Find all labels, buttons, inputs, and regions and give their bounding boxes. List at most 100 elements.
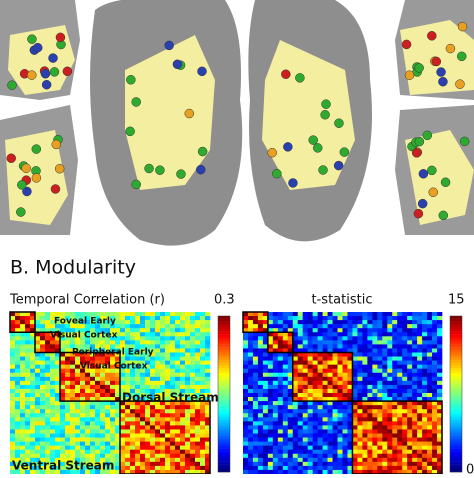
heatmap-cell	[277, 360, 284, 365]
heatmap-cell	[397, 425, 403, 430]
heatmap-cell	[292, 405, 299, 410]
heatmap-cell	[130, 372, 136, 378]
heatmap-cell	[200, 384, 206, 390]
heatmap-cell	[252, 388, 259, 394]
heatmap-cell	[95, 465, 101, 471]
heatmap-cell	[195, 356, 201, 361]
heatmap-cell	[190, 433, 196, 438]
heatmap-cell	[342, 348, 348, 353]
heatmap-cell	[205, 453, 211, 459]
heatmap-cell	[30, 441, 36, 446]
heatmap-cell	[60, 409, 66, 414]
heatmap-cell	[287, 352, 294, 357]
heatmap-cell	[30, 445, 36, 450]
heatmap-cell	[342, 457, 348, 463]
heatmap-cell	[65, 437, 71, 442]
heatmap-cell	[165, 425, 171, 430]
heatmap-cell	[422, 364, 428, 369]
heatmap-cell	[65, 344, 71, 349]
heatmap-cell	[140, 328, 146, 333]
heatmap-cell	[272, 348, 279, 353]
heatmap-cell	[382, 336, 388, 341]
heatmap-cell	[130, 417, 136, 422]
heatmap-cell	[312, 441, 318, 446]
heatmap-cell	[292, 401, 299, 406]
heatmap-cell	[50, 413, 56, 418]
heatmap-cell	[367, 320, 373, 325]
heatmap-cell	[115, 372, 121, 378]
heatmap-cell	[282, 320, 289, 325]
heatmap-cell	[422, 312, 428, 317]
heatmap-cell	[387, 368, 393, 374]
heatmap-cell	[165, 441, 171, 446]
heatmap-cell	[243, 465, 249, 471]
heatmap-cell	[45, 372, 51, 378]
heatmap-cell	[267, 312, 274, 317]
colorbar-label: 0.3	[214, 293, 235, 308]
heatmap-cell	[70, 469, 76, 475]
heatmap-cell	[277, 364, 284, 369]
heatmap-cell	[287, 421, 294, 426]
heatmap-cell	[302, 356, 308, 361]
heatmap-cell	[80, 368, 86, 374]
heatmap-cell	[185, 425, 191, 430]
heatmap-cell	[45, 441, 51, 446]
heatmap-cell	[437, 429, 443, 434]
heatmap-cell	[100, 316, 106, 321]
heatmap-cell	[382, 328, 388, 333]
heatmap-cell	[422, 380, 428, 386]
heatmap-cell	[195, 453, 201, 459]
heatmap-cell	[35, 376, 41, 382]
heatmap-cell	[25, 449, 31, 455]
heatmap-cell	[267, 364, 274, 369]
heatmap-cell	[80, 320, 86, 325]
heatmap-cell	[160, 320, 166, 325]
heatmap-cell	[45, 397, 51, 402]
heatmap-cell	[45, 380, 51, 386]
heatmap-cell	[185, 405, 191, 410]
heatmap-cell	[317, 393, 323, 398]
heatmap-cell	[60, 465, 66, 471]
heatmap-cell	[55, 344, 61, 349]
heatmap-cell	[140, 441, 146, 446]
heatmap-cell	[75, 405, 81, 410]
heatmap-cell	[312, 340, 318, 345]
heatmap-cell	[80, 364, 86, 369]
heatmap-cell	[25, 384, 31, 390]
heatmap-cell	[277, 445, 284, 450]
heatmap-cell	[75, 336, 81, 341]
heatmap-cell	[412, 368, 418, 374]
heatmap-cell	[367, 433, 373, 438]
heatmap-cell	[372, 425, 378, 430]
heatmap-cell	[135, 397, 141, 402]
heatmap-cell	[367, 469, 373, 475]
heatmap-cell	[185, 437, 191, 442]
heatmap-cell	[243, 441, 249, 446]
heatmap-cell	[80, 429, 86, 434]
colorbar-step	[450, 440, 462, 444]
heatmap-cell	[50, 348, 56, 353]
heatmap-cell	[175, 344, 181, 349]
heatmap-cell	[277, 449, 284, 455]
heatmap-cell	[257, 417, 264, 422]
heatmap-cell	[357, 449, 363, 455]
heatmap-cell	[247, 437, 254, 442]
heatmap-cell	[150, 409, 156, 414]
heatmap-cell	[377, 344, 383, 349]
heatmap-cell	[75, 461, 81, 467]
heatmap-cell	[397, 421, 403, 426]
heatmap-cell	[392, 328, 398, 333]
heatmap-cell	[272, 360, 279, 365]
heatmap-cell	[75, 449, 81, 455]
heatmap-cell	[412, 388, 418, 394]
heatmap-cell	[257, 433, 264, 438]
heatmap-cell	[392, 324, 398, 329]
heatmap-cell	[257, 316, 264, 321]
heatmap-cell	[190, 380, 196, 386]
heatmap-cell	[95, 413, 101, 418]
heatmap-cell	[297, 425, 303, 430]
heatmap-cell	[362, 417, 368, 422]
heatmap-cell	[367, 384, 373, 390]
heatmap-cell	[317, 360, 323, 365]
colorbar-step	[218, 329, 230, 332]
